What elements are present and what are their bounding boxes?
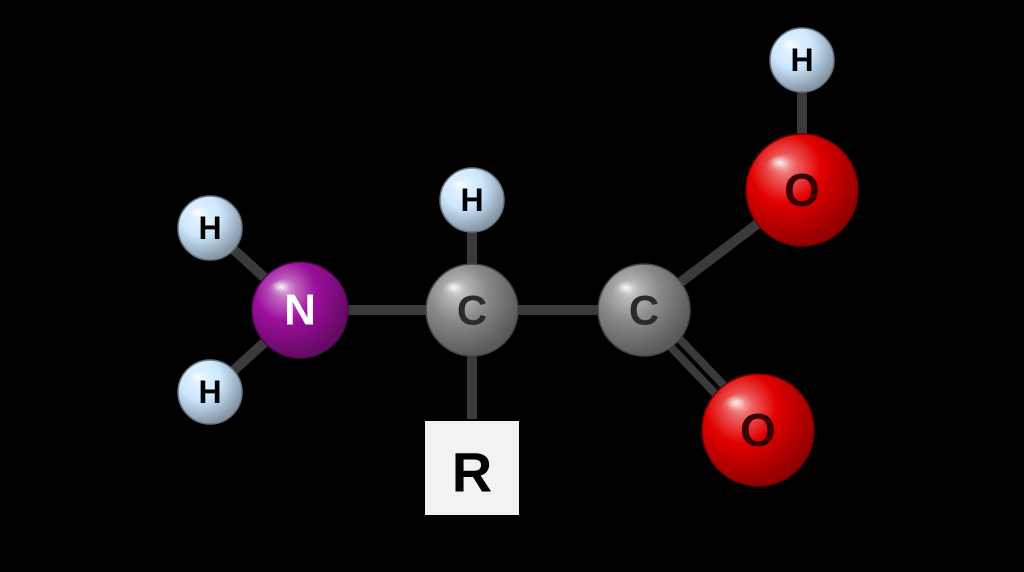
molecule-diagram: N C C O O H H H H R: [0, 0, 1024, 572]
atom-H1: H: [178, 196, 242, 260]
r-group-label: R: [452, 441, 492, 504]
atom-H2: H: [178, 360, 242, 424]
atom-H3: H: [440, 168, 504, 232]
r-group: R: [424, 420, 520, 516]
atom-C2: C: [598, 264, 690, 356]
atom-O1: O: [746, 134, 858, 246]
atom-label-H1: H: [198, 210, 221, 246]
atom-H4: H: [770, 28, 834, 92]
atom-N: N: [252, 262, 348, 358]
atom-label-N: N: [284, 286, 316, 335]
atom-C1: C: [426, 264, 518, 356]
atom-label-H4: H: [790, 42, 813, 78]
atom-label-C2: C: [629, 287, 659, 334]
atom-label-C1: C: [457, 287, 487, 334]
atom-label-H3: H: [460, 182, 483, 218]
atom-label-H2: H: [198, 374, 221, 410]
atom-label-O2: O: [740, 404, 776, 456]
atom-O2: O: [702, 374, 814, 486]
atom-label-O1: O: [784, 164, 820, 216]
